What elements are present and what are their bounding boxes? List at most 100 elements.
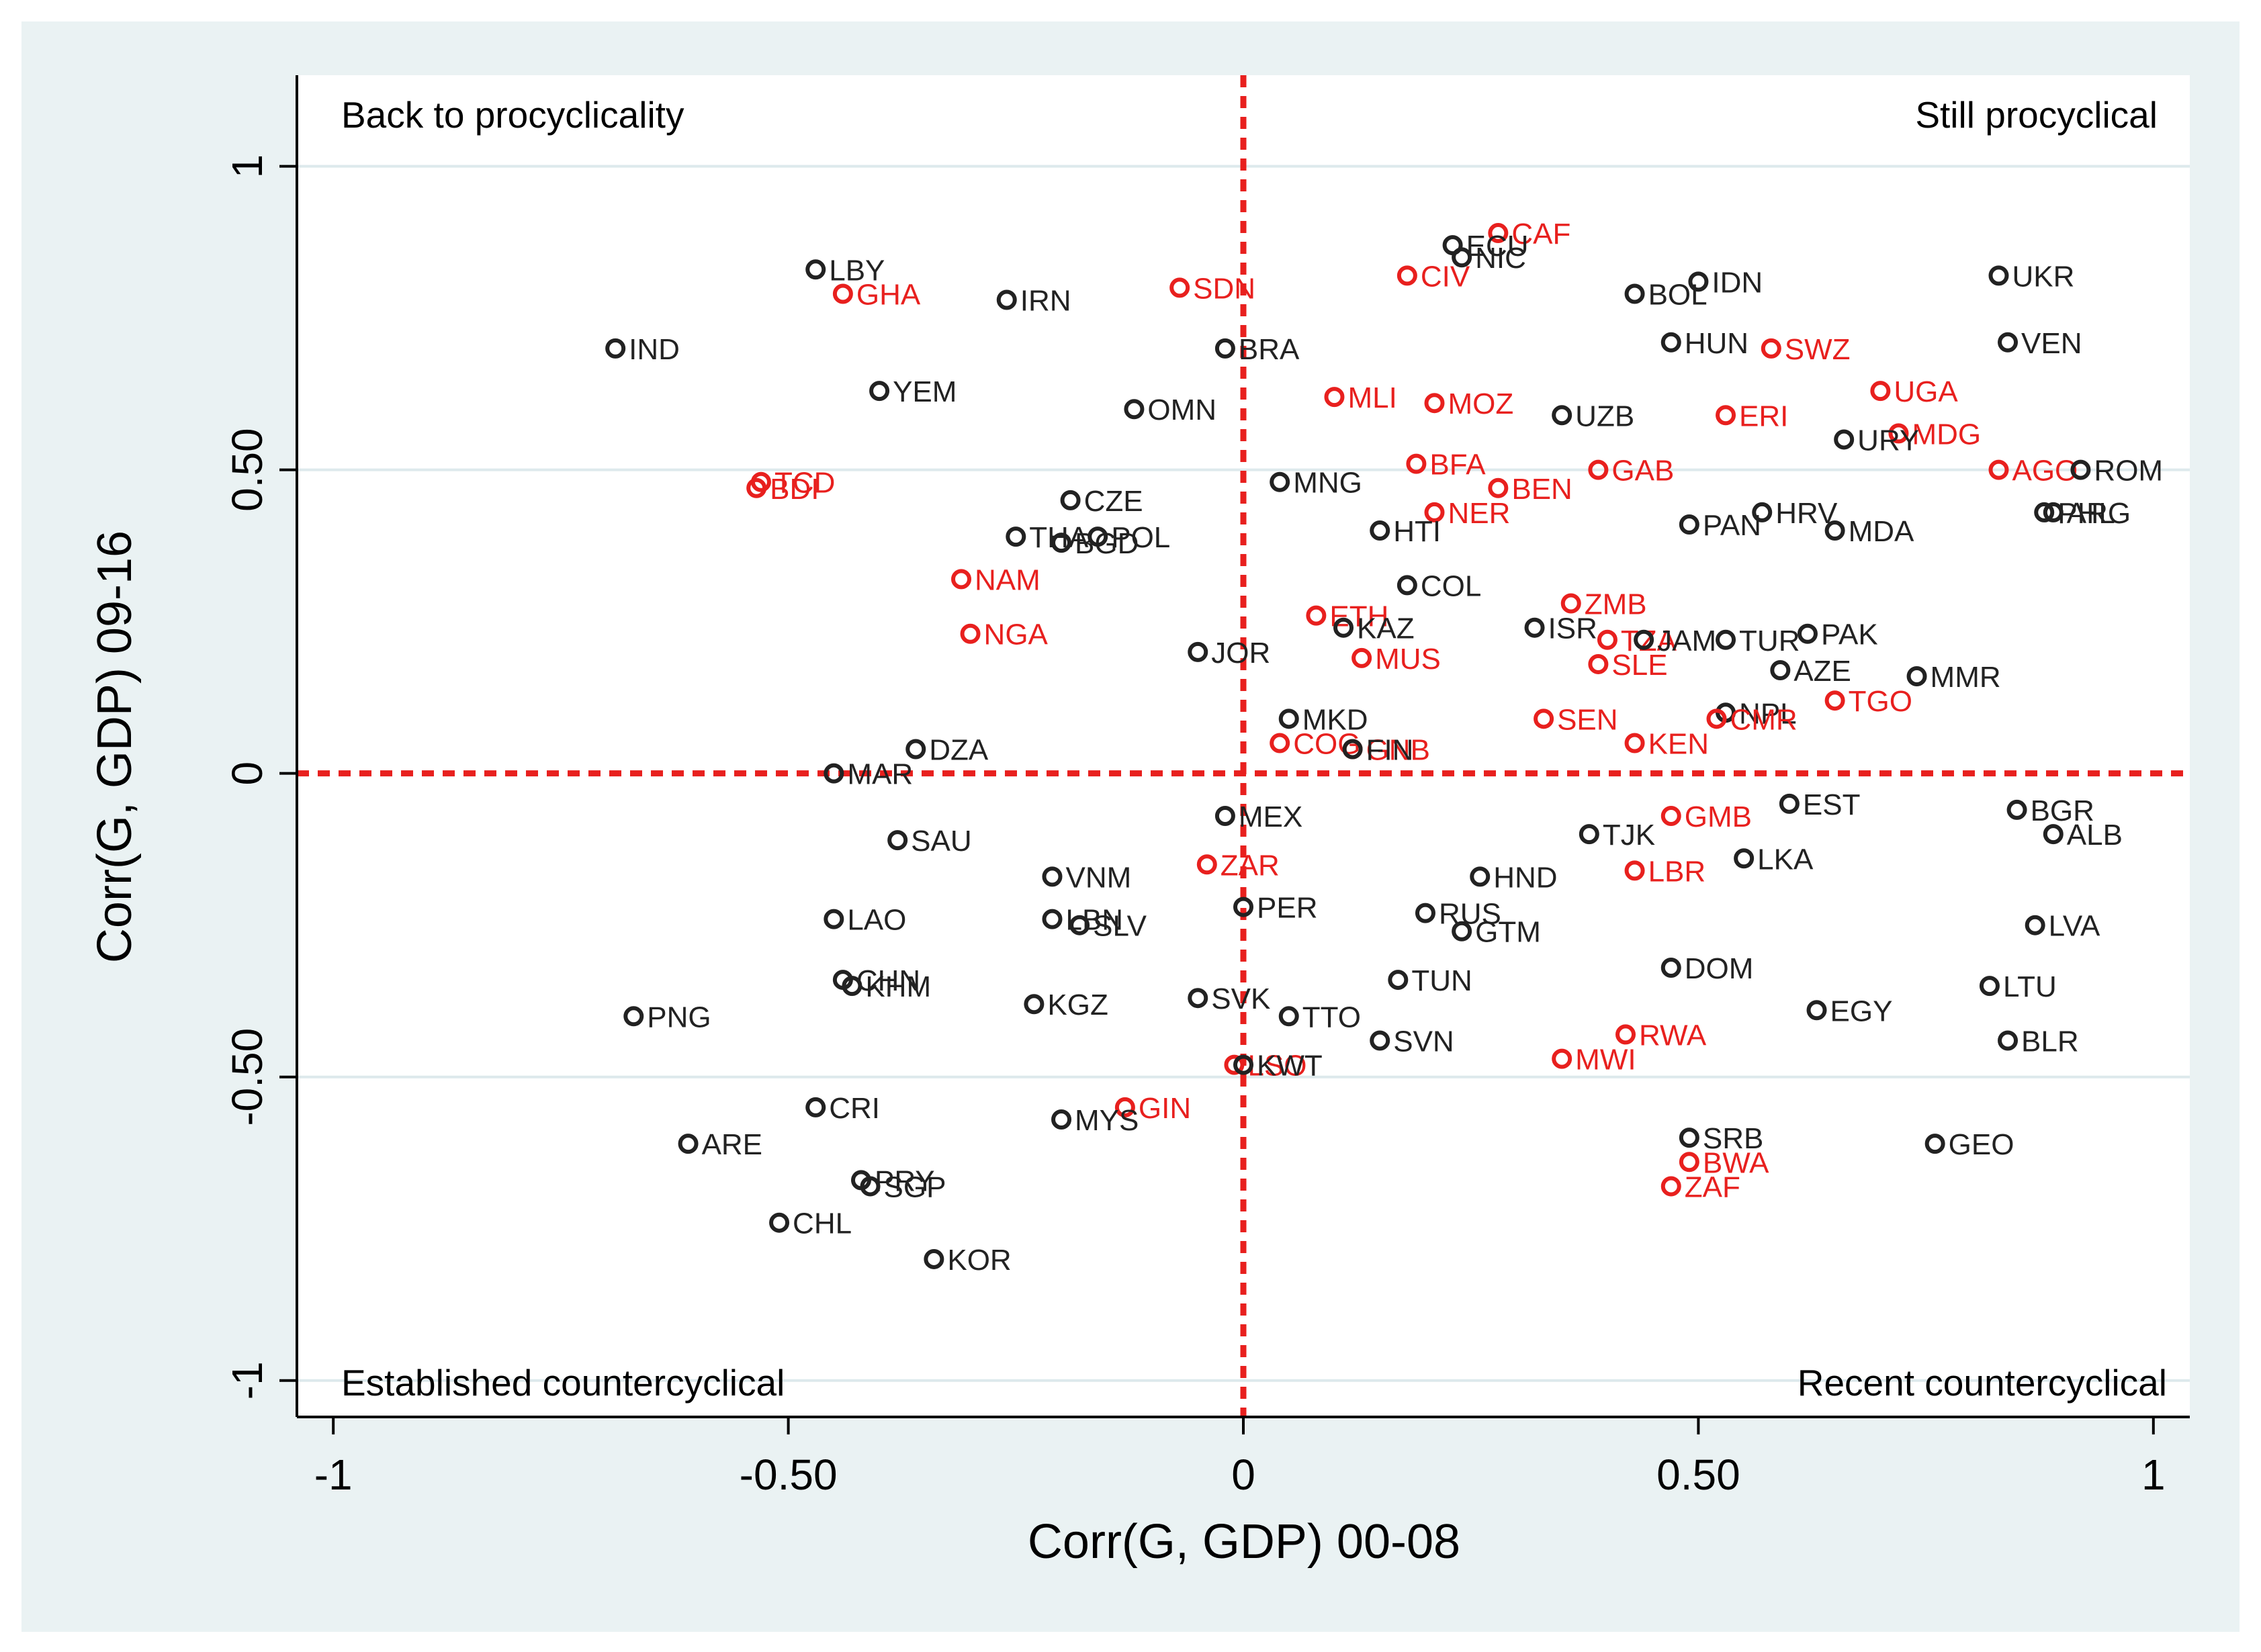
point-label-cze: CZE	[1084, 485, 1143, 518]
point-geo	[1924, 1134, 1945, 1154]
point-label-gin: GIN	[1139, 1092, 1191, 1125]
x-tick-label-0: -1	[314, 1451, 353, 1499]
point-label-mus: MUS	[1375, 643, 1441, 676]
point-label-hnd: HND	[1493, 861, 1557, 894]
point-label-lso: LSO	[1247, 1050, 1306, 1083]
point-label-vnm: VNM	[1065, 861, 1131, 894]
point-label-tgo: TGO	[1849, 685, 1912, 718]
point-col	[1396, 575, 1417, 596]
point-png	[623, 1006, 644, 1027]
x-tick-label-2: 0	[1231, 1451, 1255, 1499]
point-label-pak: PAK	[1821, 618, 1878, 651]
point-mng	[1270, 471, 1290, 492]
point-label-gtm: GTM	[1475, 916, 1541, 949]
point-label-lva: LVA	[2049, 910, 2100, 943]
point-bgd	[1051, 533, 1072, 553]
y-axis-title: Corr(G, GDP) 09-16	[88, 531, 142, 963]
point-label-lbr: LBR	[1648, 855, 1706, 888]
point-tur	[1716, 629, 1736, 650]
point-lby	[805, 259, 826, 280]
point-cog	[1270, 733, 1290, 753]
point-label-svk: SVK	[1211, 982, 1270, 1015]
point-label-bol: BOL	[1648, 278, 1708, 311]
point-per	[1233, 897, 1253, 917]
point-label-jor: JOR	[1211, 637, 1270, 670]
point-sau	[887, 830, 908, 851]
point-chl	[769, 1212, 790, 1233]
point-fin	[1342, 739, 1363, 760]
point-label-mdg: MDG	[1912, 418, 1981, 451]
point-label-kgz: KGZ	[1047, 989, 1108, 1021]
point-egy	[1806, 1000, 1827, 1021]
point-rus	[1415, 903, 1435, 923]
point-pak	[1797, 623, 1818, 644]
point-kwt	[1233, 1054, 1253, 1075]
point-label-omn: OMN	[1147, 394, 1216, 426]
point-label-kaz: KAZ	[1357, 612, 1415, 645]
point-label-khm: KHM	[865, 970, 931, 1003]
point-label-rus: RUS	[1439, 898, 1501, 931]
point-hun	[1660, 332, 1681, 353]
point-lbr	[1624, 860, 1645, 881]
point-cri	[805, 1097, 826, 1117]
reference-lines	[297, 75, 2190, 1417]
point-are	[678, 1134, 699, 1154]
point-mus	[1351, 647, 1372, 668]
point-label-blr: BLR	[2021, 1025, 2079, 1058]
point-label-col: COL	[1421, 569, 1481, 602]
point-label-bgr: BGR	[2031, 794, 2094, 827]
point-nga	[960, 623, 981, 644]
point-label-rwa: RWA	[1639, 1019, 1707, 1052]
point-label-sle: SLE	[1611, 649, 1667, 682]
y-tick-label-3: 0.50	[223, 428, 271, 512]
point-swz	[1761, 338, 1781, 359]
point-label-lby: LBY	[829, 254, 885, 287]
point-label-gab: GAB	[1611, 455, 1674, 488]
point-label-mng: MNG	[1293, 467, 1362, 500]
point-label-est: EST	[1803, 788, 1861, 821]
x-tick-label-1: -0.50	[740, 1451, 838, 1499]
point-dom	[1660, 957, 1681, 978]
point-ind	[605, 338, 626, 359]
point-lva	[2025, 915, 2045, 935]
point-label-ltu: LTU	[2003, 970, 2057, 1003]
point-zaf	[1660, 1176, 1681, 1197]
point-blr	[1998, 1030, 2019, 1051]
point-tha	[1006, 526, 1026, 547]
point-kaz	[1333, 617, 1354, 638]
point-sle	[1588, 653, 1609, 674]
point-omn	[1124, 399, 1145, 420]
point-label-fin: FIN	[1366, 734, 1414, 767]
point-ury	[1834, 429, 1855, 450]
point-bdi	[746, 477, 767, 498]
point-isr	[1524, 617, 1545, 638]
point-label-eth: ETH	[1329, 600, 1388, 633]
point-sen	[1534, 708, 1554, 729]
point-label-ecu: ECU	[1466, 230, 1529, 263]
point-lso	[1224, 1054, 1245, 1075]
point-khm	[842, 976, 862, 997]
point-label-gmb: GMB	[1685, 800, 1752, 833]
point-bra	[1214, 338, 1235, 359]
point-mwi	[1552, 1048, 1572, 1069]
point-label-pan: PAN	[1703, 509, 1761, 542]
x-tick-label-4: 1	[2141, 1451, 2166, 1499]
point-gin	[1114, 1097, 1135, 1117]
point-label-tjk: TJK	[1603, 819, 1655, 852]
point-label-ind: IND	[629, 333, 680, 366]
point-srb	[1679, 1128, 1699, 1148]
point-label-swz: SWZ	[1785, 333, 1851, 366]
point-label-mwi: MWI	[1575, 1044, 1636, 1076]
point-label-gha: GHA	[856, 278, 921, 311]
point-jor	[1188, 641, 1208, 662]
point-uzb	[1552, 405, 1572, 426]
point-label-slv: SLV	[1093, 910, 1147, 943]
point-rom	[2070, 459, 2091, 480]
point-label-egy: EGY	[1830, 995, 1893, 1027]
point-label-uzb: UZB	[1575, 400, 1634, 432]
point-label-zaf: ZAF	[1685, 1171, 1740, 1203]
point-label-pol: POL	[1111, 521, 1170, 554]
point-moz	[1424, 393, 1445, 414]
point-uga	[1870, 381, 1891, 402]
